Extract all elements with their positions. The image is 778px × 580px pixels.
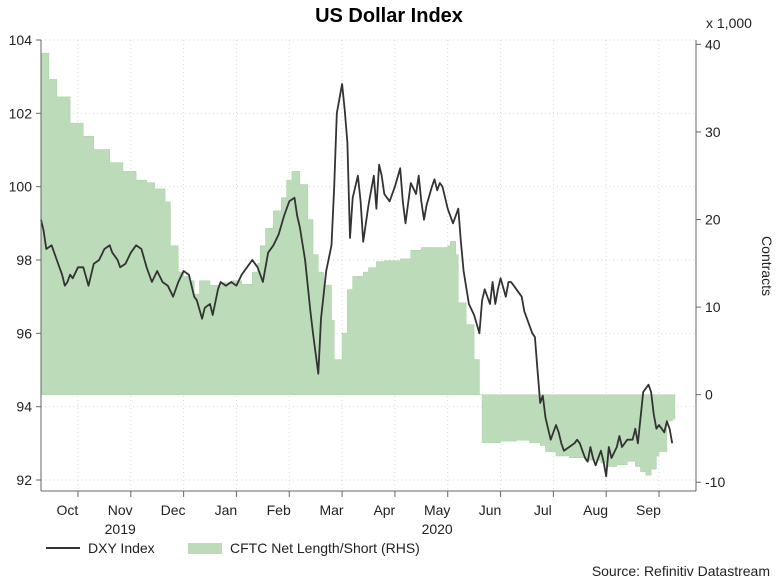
legend-cftc-label: CFTC Net Length/Short (RHS) (230, 540, 420, 556)
year-label: 2019 (105, 521, 136, 537)
month-label: Sep (636, 502, 661, 518)
year-label: 2020 (422, 521, 453, 537)
left-tick-label: 100 (9, 179, 33, 195)
left-tick-label: 96 (16, 325, 32, 341)
right-axis-ticks: -10 0 10 20 30 40 (696, 36, 725, 490)
left-axis-ticks: 92 94 96 98 100 102 104 (9, 32, 41, 488)
left-tick-label: 98 (16, 252, 32, 268)
source-note: Source: Refinitiv Datastream (592, 563, 770, 579)
month-label: Jun (479, 502, 502, 518)
legend: DXY Index CFTC Net Length/Short (RHS) (46, 540, 420, 556)
right-tick-label: -10 (705, 474, 725, 490)
month-label: Apr (373, 502, 395, 518)
right-tick-label: 20 (705, 212, 721, 228)
x-axis-ticks: Oct Nov Dec Jan Feb Mar Apr May Jun Jul Aug Sep 2019… (57, 491, 661, 537)
left-tick-label: 104 (9, 32, 33, 48)
month-label: Jan (215, 502, 238, 518)
legend-cftc-swatch (188, 543, 222, 554)
month-label: Jul (534, 502, 552, 518)
month-label: Aug (583, 502, 608, 518)
right-axis-multiplier: x 1,000 (706, 15, 752, 31)
right-tick-label: 0 (705, 387, 713, 403)
month-label: May (424, 502, 450, 518)
chart-title: US Dollar Index (315, 5, 463, 27)
month-label: Oct (57, 502, 79, 518)
right-axis-label: Contracts (759, 236, 775, 296)
legend-dxy-label: DXY Index (88, 540, 155, 556)
month-label: Mar (319, 502, 343, 518)
left-tick-label: 92 (16, 472, 32, 488)
month-label: Dec (161, 502, 186, 518)
month-label: Nov (108, 502, 133, 518)
month-label: Feb (267, 502, 291, 518)
cftc-net-area-series (40, 52, 676, 476)
right-tick-label: 30 (705, 124, 721, 140)
dxy-index-line-series (40, 83, 674, 478)
right-tick-label: 40 (705, 36, 721, 52)
left-tick-label: 102 (9, 105, 33, 121)
right-tick-label: 10 (705, 299, 721, 315)
plot-area (40, 39, 697, 492)
left-tick-label: 94 (16, 399, 32, 415)
